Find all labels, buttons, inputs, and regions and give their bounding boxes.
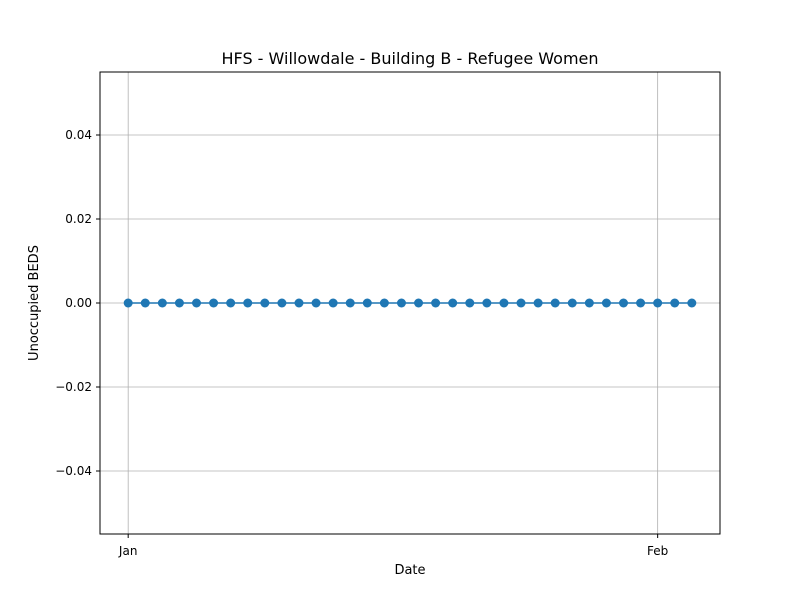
data-point — [687, 298, 697, 308]
data-point — [414, 298, 424, 308]
data-point — [396, 298, 406, 308]
data-point — [260, 298, 270, 308]
data-point — [533, 298, 543, 308]
data-point — [192, 298, 202, 308]
y-axis: −0.04 −0.02 0.00 0.02 0.04 — [55, 128, 100, 478]
data-point — [345, 298, 355, 308]
data-point — [174, 298, 184, 308]
data-point — [277, 298, 287, 308]
data-point — [601, 298, 611, 308]
data-point — [362, 298, 372, 308]
x-axis: Jan Feb — [118, 534, 668, 558]
chart-title: HFS - Willowdale - Building B - Refugee … — [221, 49, 598, 68]
data-point — [328, 298, 338, 308]
y-axis-label: Unoccupied BEDS — [27, 245, 42, 361]
y-tick-label: 0.04 — [65, 128, 92, 142]
data-point — [243, 298, 253, 308]
data-point — [465, 298, 475, 308]
data-point — [567, 298, 577, 308]
data-point — [636, 298, 646, 308]
data-point — [123, 298, 133, 308]
data-point — [499, 298, 509, 308]
x-axis-label: Date — [394, 563, 425, 578]
data-point — [653, 298, 663, 308]
data-point — [294, 298, 304, 308]
data-point — [584, 298, 594, 308]
x-tick-label: Feb — [647, 544, 668, 558]
data-point — [140, 298, 150, 308]
data-point — [550, 298, 560, 308]
y-tick-label: −0.04 — [55, 464, 92, 478]
x-tick-label: Jan — [118, 544, 138, 558]
data-point — [311, 298, 321, 308]
series-layer — [123, 298, 697, 308]
data-point — [482, 298, 492, 308]
data-point — [431, 298, 441, 308]
data-point — [209, 298, 219, 308]
data-point — [226, 298, 236, 308]
data-point — [670, 298, 680, 308]
y-tick-label: 0.00 — [65, 296, 92, 310]
data-point — [516, 298, 526, 308]
data-point — [448, 298, 458, 308]
data-point — [379, 298, 389, 308]
data-point — [157, 298, 167, 308]
y-tick-label: −0.02 — [55, 380, 92, 394]
data-point — [618, 298, 628, 308]
y-tick-label: 0.02 — [65, 212, 92, 226]
